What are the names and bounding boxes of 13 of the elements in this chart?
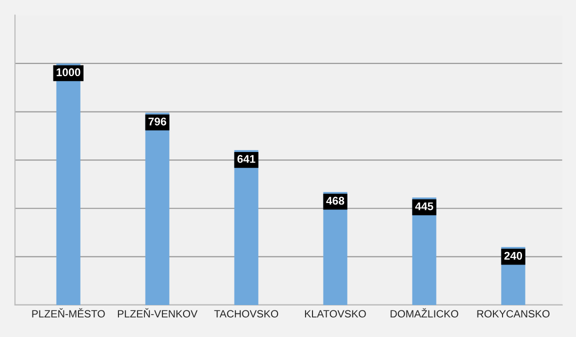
data-label: 796 bbox=[148, 118, 166, 126]
data-label: 445 bbox=[415, 202, 434, 210]
x-tick-label: PLZEŇ-VENKOV bbox=[118, 308, 198, 318]
data-label: 240 bbox=[504, 252, 522, 260]
x-tick-label: TACHOVSKO bbox=[214, 310, 278, 318]
data-label: 1000 bbox=[56, 68, 80, 76]
bar bbox=[145, 112, 170, 305]
data-label: 641 bbox=[237, 155, 256, 163]
x-tick-label: KLATOVSKO bbox=[305, 310, 366, 318]
x-tick-label: PLZEŇ-MĚSTO bbox=[32, 308, 105, 318]
data-label: 468 bbox=[326, 196, 344, 205]
x-tick-label: ROKYCANSKO bbox=[477, 310, 550, 318]
x-tick-label: DOMAŽLICKO bbox=[390, 308, 458, 318]
